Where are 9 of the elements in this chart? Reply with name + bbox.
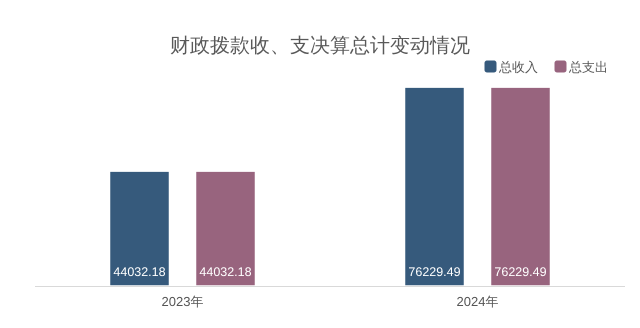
x-tick-label: 2024年 bbox=[456, 294, 498, 309]
data-label: 44032.18 bbox=[199, 265, 252, 279]
legend-label: 总收入 bbox=[498, 60, 538, 74]
chart-title: 财政拨款收、支决算总计变动情况 bbox=[170, 35, 470, 57]
data-label: 44032.18 bbox=[113, 265, 166, 279]
data-label: 76229.49 bbox=[494, 265, 547, 279]
data-label: 76229.49 bbox=[408, 265, 461, 279]
legend-label: 总支出 bbox=[568, 60, 608, 74]
x-tick-label: 2023年 bbox=[162, 294, 204, 309]
